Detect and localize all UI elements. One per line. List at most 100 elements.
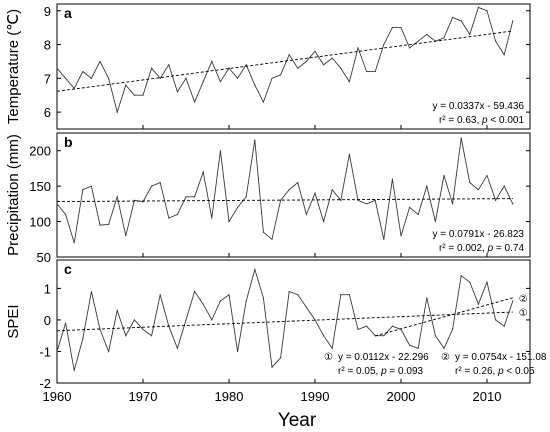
data-point (434, 220, 436, 223)
data-point (237, 206, 239, 208)
data-point (383, 238, 385, 240)
data-point (194, 290, 196, 293)
panel-letter: c (64, 261, 72, 277)
data-point (151, 185, 153, 187)
data-point (469, 182, 471, 184)
y-tick-label: 150 (29, 179, 51, 194)
y-tick-label: 50 (37, 250, 51, 265)
data-point (469, 33, 471, 36)
data-point (142, 94, 144, 96)
data-point (168, 217, 170, 219)
data-point (288, 189, 290, 191)
data-point (90, 185, 92, 187)
data-point (262, 101, 264, 103)
data-point (409, 344, 411, 346)
data-point (56, 67, 58, 69)
data-point (503, 185, 505, 187)
data-point (374, 70, 376, 73)
data-point (159, 77, 161, 79)
data-point (82, 189, 84, 191)
trend-line (56, 198, 513, 203)
data-point (512, 203, 514, 205)
data-point (314, 192, 316, 194)
trend-line-1 (56, 311, 513, 332)
data-point (254, 84, 256, 86)
data-point (469, 281, 471, 283)
data-point (219, 300, 221, 302)
series-line (56, 6, 514, 114)
data-point (417, 213, 419, 216)
data-point (151, 67, 153, 69)
data-point (168, 64, 170, 66)
data-point (228, 294, 230, 296)
data-point (512, 300, 514, 302)
data-point (108, 77, 110, 79)
data-point (211, 60, 213, 63)
panel-b: b 50 100 150 200 Precipitation (mm) y = 0.0791… (5, 132, 531, 265)
data-point (323, 220, 325, 223)
data-point (486, 174, 488, 177)
data-point (348, 81, 350, 83)
data-point (245, 64, 247, 66)
data-point (314, 50, 316, 52)
data-point (409, 206, 411, 208)
data-point (460, 20, 462, 22)
y-axis-label: SPEI (5, 304, 22, 338)
data-point (280, 199, 282, 201)
data-point (495, 319, 497, 321)
data-point (426, 33, 428, 36)
trend-line (56, 30, 513, 92)
data-point (271, 77, 273, 79)
data-point (262, 231, 264, 233)
trend-line-2 (375, 297, 513, 337)
y-tick-label: 8 (44, 38, 51, 53)
data-point (366, 70, 368, 73)
data-point (503, 54, 505, 56)
trend-marker-2: ② (519, 294, 528, 305)
data-point (503, 325, 505, 327)
data-point (391, 178, 393, 180)
data-point (357, 328, 359, 330)
data-point (400, 235, 402, 237)
trend-stats: r² = 0.05, p = 0.093 (338, 366, 424, 377)
data-point (219, 150, 221, 152)
data-point (280, 74, 282, 76)
data-point (417, 40, 419, 42)
trend-stats: r² = 0.002, p = 0.74 (439, 243, 525, 254)
data-point (383, 335, 385, 337)
data-point (176, 347, 178, 349)
data-point (56, 203, 58, 205)
trend-marker-1: ① (519, 308, 528, 319)
data-point (116, 111, 118, 113)
data-point (262, 297, 264, 299)
data-point (245, 300, 247, 302)
data-point (65, 322, 67, 324)
data-point (331, 57, 333, 59)
data-point (176, 91, 178, 93)
data-point (194, 101, 196, 103)
y-tick-label: -1 (39, 344, 51, 359)
x-tick-label: 2010 (473, 389, 502, 404)
data-point (297, 182, 299, 184)
series-line (56, 137, 514, 243)
data-point (443, 347, 445, 349)
data-point (194, 196, 196, 198)
x-tick-label: 1990 (301, 389, 330, 404)
data-point (116, 309, 118, 312)
data-point (125, 335, 127, 337)
data-point (357, 47, 359, 49)
data-point (228, 67, 230, 69)
data-point (185, 319, 187, 321)
data-point (331, 189, 333, 191)
trend-equation: y = 0.0112x - 22.296 (338, 352, 429, 363)
y-tick-label: 0 (44, 313, 51, 328)
data-point (417, 347, 419, 349)
data-point (211, 217, 213, 219)
y-axis-label: Precipitation (mm) (5, 134, 22, 256)
data-point (56, 350, 58, 353)
data-point (108, 223, 110, 226)
data-point (452, 203, 454, 205)
trend-equation: y = 0.0791x - 26.823 (433, 229, 525, 240)
data-point (151, 335, 153, 337)
